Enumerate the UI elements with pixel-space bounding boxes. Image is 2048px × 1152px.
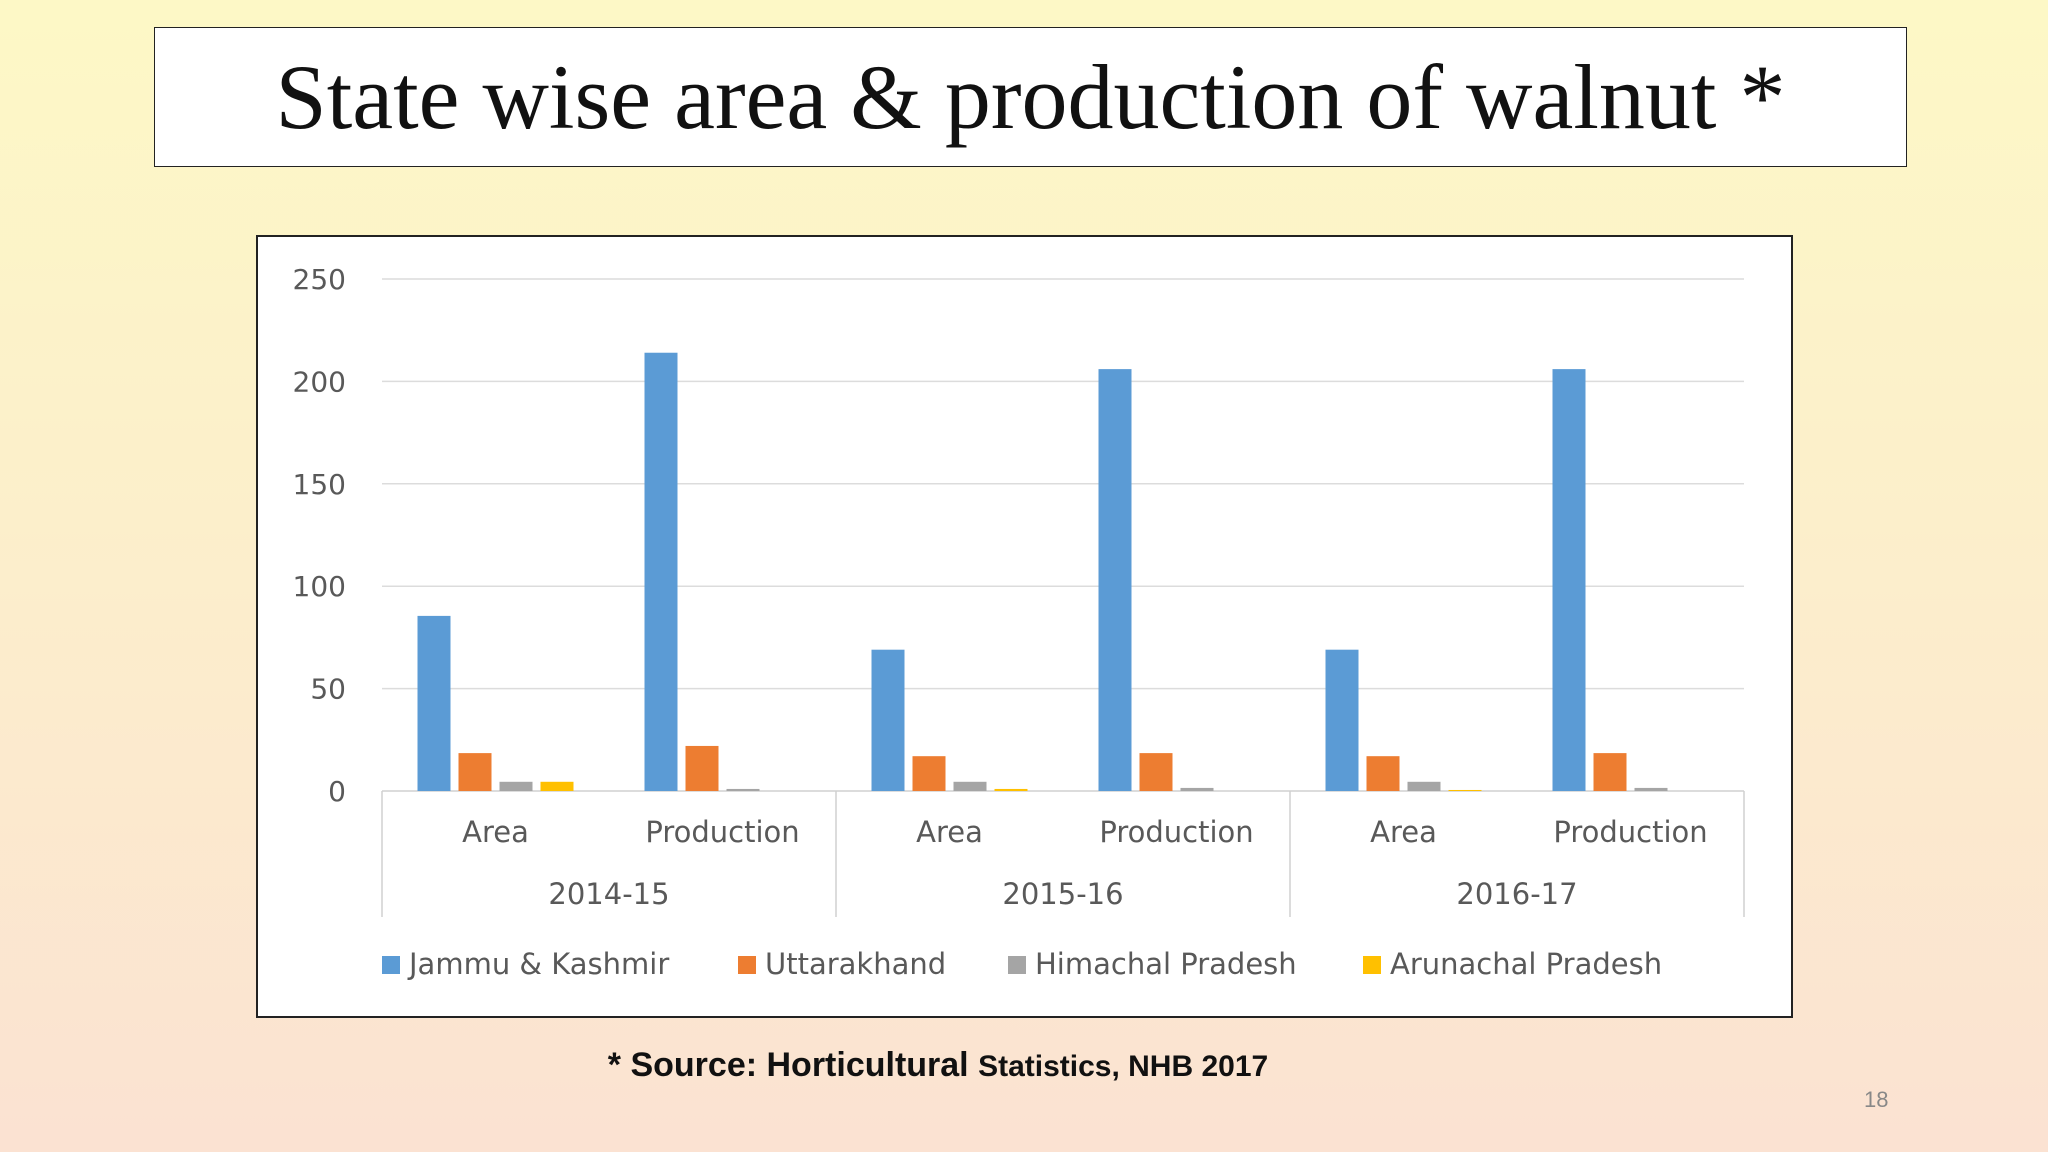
legend-swatch xyxy=(738,956,756,974)
x-tick-label: Production xyxy=(1553,815,1707,849)
bar-uttarakhand xyxy=(458,753,492,791)
bar-chart: 0 50 100 150 200 250 Area Production Area Product… xyxy=(293,263,1745,981)
group-label: 2016-17 xyxy=(1456,877,1577,911)
bar-jammu-kashmir xyxy=(1098,369,1132,791)
y-tick-label: 250 xyxy=(293,263,346,296)
legend-swatch xyxy=(1363,956,1381,974)
x-tick-label: Production xyxy=(1099,815,1253,849)
bar-jammu-kashmir xyxy=(871,649,905,791)
source-rest: Statistics, NHB 2017 xyxy=(978,1050,1269,1083)
bar-jammu-kashmir xyxy=(1325,649,1359,791)
y-tick-label: 150 xyxy=(293,468,346,501)
group-label: 2014-15 xyxy=(548,877,669,911)
bar-uttarakhand xyxy=(1366,756,1400,791)
x-tick-label: Area xyxy=(462,815,529,849)
x-tick-label: Area xyxy=(1370,815,1437,849)
bar-jammu-kashmir xyxy=(417,615,451,791)
source-main: * Source: Horticultural xyxy=(607,1046,979,1084)
bar-jammu-kashmir xyxy=(1552,369,1586,791)
bar-arunachal-pradesh xyxy=(540,781,574,791)
y-tick-label: 50 xyxy=(310,673,346,706)
bar-uttarakhand xyxy=(1139,753,1173,791)
bar-himachal-pradesh xyxy=(1634,787,1668,791)
y-tick-label: 100 xyxy=(293,570,346,603)
legend-label: Jammu & Kashmir xyxy=(407,947,669,981)
bar-himachal-pradesh xyxy=(1407,781,1441,791)
legend-swatch xyxy=(1008,956,1026,974)
bar-himachal-pradesh xyxy=(499,781,533,791)
group-label: 2015-16 xyxy=(1002,877,1123,911)
bar-uttarakhand xyxy=(1593,753,1627,791)
bar-arunachal-pradesh xyxy=(994,788,1028,791)
bar-himachal-pradesh xyxy=(1180,787,1214,791)
title-box: State wise area & production of walnut * xyxy=(154,27,1907,167)
x-tick-label: Production xyxy=(645,815,799,849)
bar-himachal-pradesh xyxy=(726,788,760,791)
chart-container: 0 50 100 150 200 250 Area Production Area Product… xyxy=(256,235,1793,1018)
y-tick-label: 0 xyxy=(328,775,346,808)
page-number: 18 xyxy=(1864,1087,1889,1112)
slide-title: State wise area & production of walnut * xyxy=(275,46,1786,148)
x-tick-label: Area xyxy=(916,815,983,849)
bar-uttarakhand xyxy=(912,756,946,791)
legend-label: Arunachal Pradesh xyxy=(1390,947,1662,981)
bar-himachal-pradesh xyxy=(953,781,987,791)
source-note: * Source: Horticultural Statistics, NHB … xyxy=(0,1046,1876,1085)
legend-label: Himachal Pradesh xyxy=(1035,947,1297,981)
bar-uttarakhand xyxy=(685,745,719,791)
legend-label: Uttarakhand xyxy=(765,947,946,981)
bar-arunachal-pradesh xyxy=(1448,789,1482,791)
legend-swatch xyxy=(382,956,400,974)
bar-jammu-kashmir xyxy=(644,352,678,791)
y-tick-label: 200 xyxy=(293,365,346,398)
